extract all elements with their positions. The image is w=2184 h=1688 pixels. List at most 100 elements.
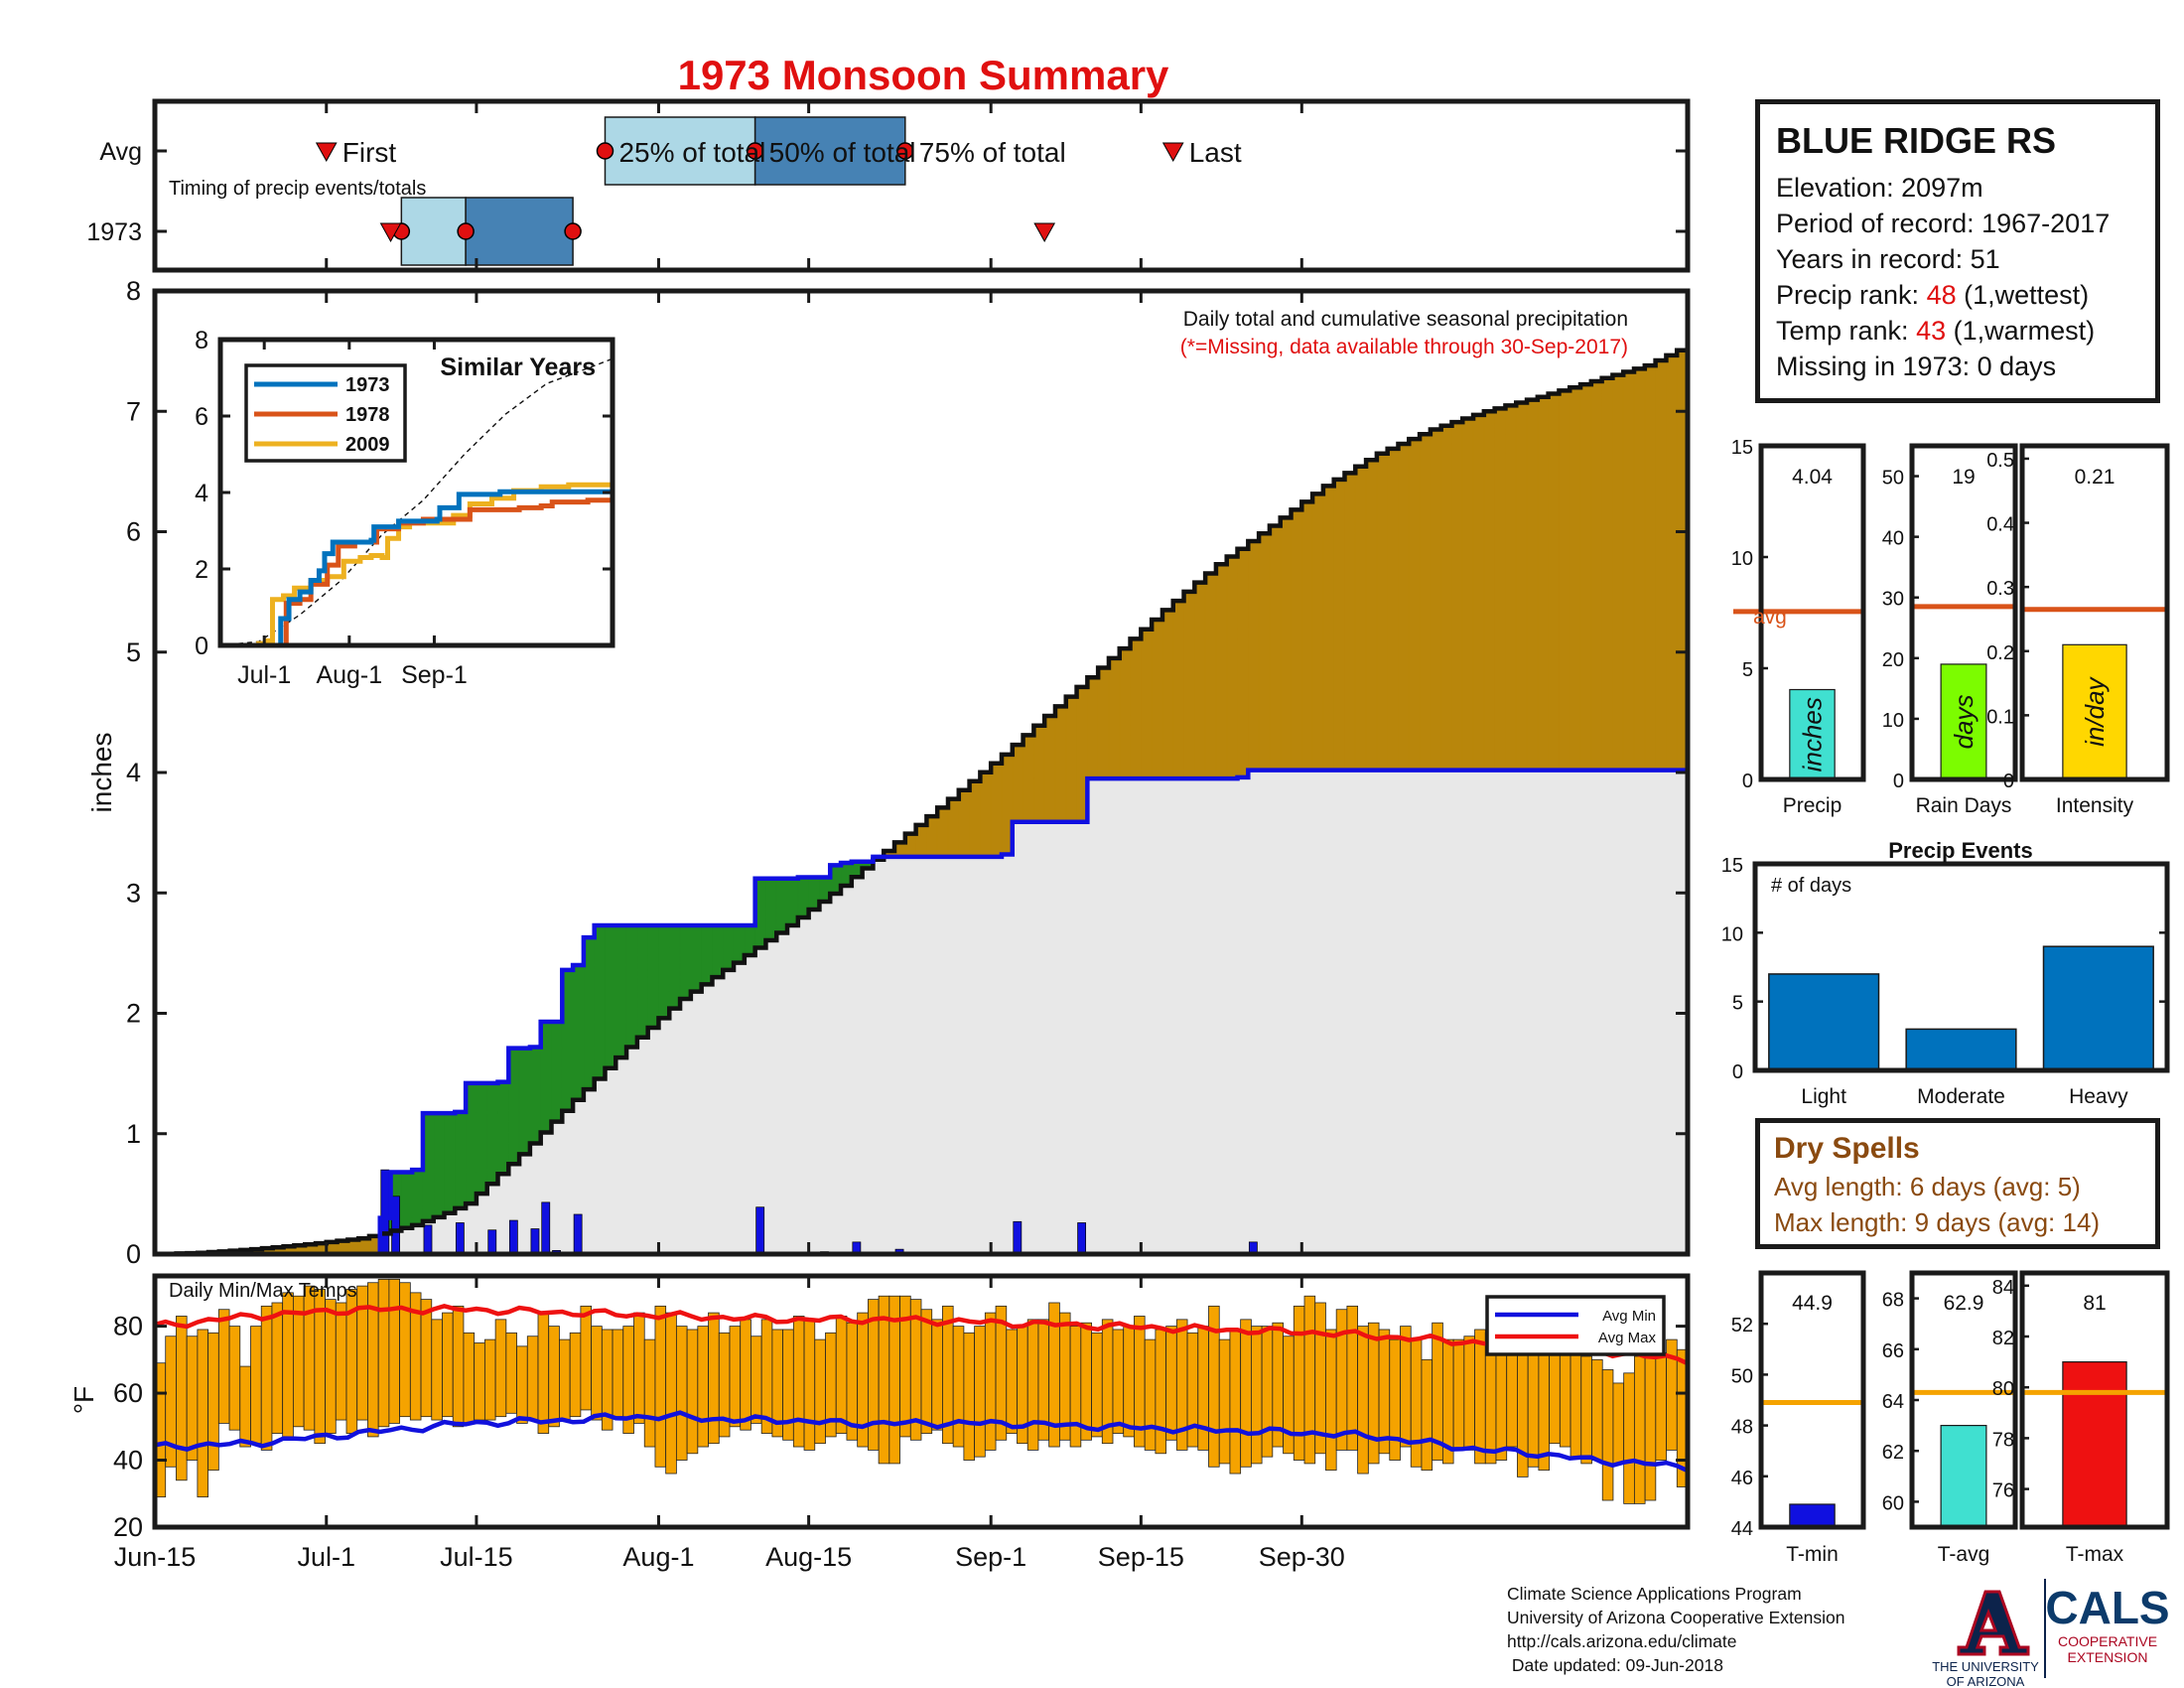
timing-row-label: Avg bbox=[99, 138, 142, 166]
events-title: Precip Events bbox=[1888, 838, 2033, 863]
temp-bar bbox=[271, 1302, 284, 1434]
avg-precip-area bbox=[155, 768, 1688, 1254]
dry-spells-avg: Avg length: 6 days (avg: 5) bbox=[1774, 1172, 2081, 1201]
temp-bar bbox=[1250, 1326, 1263, 1465]
y-tick-label: 8 bbox=[126, 276, 141, 306]
temp-bar bbox=[1378, 1329, 1391, 1455]
events-ylabel: # of days bbox=[1771, 875, 1851, 897]
summary-y-tick-label: 0 bbox=[1893, 771, 1904, 792]
timing-label-first: First bbox=[342, 137, 397, 168]
temp-summary-name: T-min bbox=[1786, 1543, 1839, 1566]
summary-bar-unit: in/day bbox=[2080, 675, 2110, 746]
temp-summary-value: 62.9 bbox=[1944, 1292, 1984, 1315]
temp-bar bbox=[186, 1336, 199, 1461]
temp-bar bbox=[474, 1342, 485, 1421]
daily-precip-bar bbox=[423, 1224, 433, 1255]
temp-bar bbox=[399, 1282, 411, 1418]
avg-min-line bbox=[154, 1410, 1689, 1474]
temp-bar bbox=[526, 1336, 539, 1421]
temp-bar bbox=[494, 1319, 507, 1418]
temp-bar bbox=[217, 1309, 230, 1424]
temp-legend-label: Avg Max bbox=[1598, 1330, 1657, 1346]
timing-triangle bbox=[315, 142, 338, 163]
temp-bar bbox=[1580, 1355, 1592, 1465]
temp-bar bbox=[1303, 1295, 1316, 1465]
y-tick-label: 1 bbox=[126, 1119, 141, 1149]
temp-bar bbox=[335, 1302, 347, 1421]
temp-bar bbox=[963, 1332, 976, 1461]
summary-panel-name: Rain Days bbox=[1916, 794, 2012, 817]
events-y-tick-label: 10 bbox=[1721, 923, 1743, 945]
temp-bar bbox=[1421, 1358, 1433, 1472]
temp-summary-y-tick-label: 46 bbox=[1731, 1468, 1753, 1489]
logo-cals-sub: COOPERATIVE bbox=[2058, 1633, 2157, 1649]
timing-label-75: 75% of total bbox=[919, 137, 1066, 168]
temp-bar bbox=[633, 1312, 645, 1424]
temp-summary-bar bbox=[1940, 1424, 1987, 1528]
inset-legend-label: 2009 bbox=[345, 434, 390, 456]
temp-bar bbox=[643, 1338, 656, 1448]
temp-bar bbox=[931, 1319, 943, 1431]
temp-bar bbox=[548, 1326, 560, 1428]
timing-dot bbox=[896, 142, 914, 160]
temp-bar bbox=[1601, 1369, 1614, 1501]
x-tick-label: Sep-30 bbox=[1259, 1542, 1345, 1572]
temp-bar bbox=[1389, 1338, 1401, 1461]
temp-summary-y-tick-label: 80 bbox=[1992, 1378, 2014, 1400]
temp-bar bbox=[1367, 1322, 1380, 1465]
temp-bar bbox=[1197, 1326, 1209, 1451]
summary-y-tick-label: 0.3 bbox=[1986, 578, 2014, 600]
temp-bar bbox=[1644, 1355, 1657, 1501]
timing-label-25: 25% of total bbox=[618, 137, 765, 168]
events-category-label: Heavy bbox=[2069, 1085, 2128, 1108]
inset-series-2009 bbox=[220, 481, 615, 648]
inset-title: Similar Years bbox=[440, 353, 596, 381]
temp-bar bbox=[1463, 1336, 1475, 1451]
events-y-tick-label: 15 bbox=[1721, 855, 1743, 877]
cals-logo: CALS COOPERATIVE EXTENSION bbox=[2045, 1582, 2169, 1665]
summary-y-tick-label: 50 bbox=[1882, 468, 1904, 490]
daily-precip-bar bbox=[1077, 1222, 1087, 1255]
temp-bar bbox=[1240, 1319, 1252, 1468]
temp-bar bbox=[1091, 1332, 1103, 1438]
temp-summary-frame bbox=[2019, 1270, 2170, 1530]
daily-temps-chart: 20 40 60 80 Daily Min/Max Temps °F Avg Min Avg … bbox=[68, 1273, 1691, 1542]
station-years: Years in record: 51 bbox=[1776, 244, 2000, 274]
temp-bar bbox=[1570, 1352, 1582, 1458]
inset-series-1973 bbox=[220, 489, 615, 648]
temp-bar bbox=[239, 1365, 251, 1448]
inset-x-tick-label: Aug-1 bbox=[316, 661, 382, 689]
temp-bar bbox=[559, 1338, 571, 1421]
temp-bar bbox=[952, 1326, 965, 1448]
summary-bar-unit: days bbox=[1949, 695, 1979, 750]
temp-summary-y-tick-label: 76 bbox=[1992, 1480, 2014, 1502]
temp-bar bbox=[228, 1326, 241, 1431]
y-tick-label: 3 bbox=[126, 878, 141, 908]
temp-bar bbox=[580, 1305, 593, 1411]
temp-bar bbox=[260, 1305, 273, 1451]
temp-bar bbox=[537, 1312, 550, 1434]
temp-bar bbox=[1357, 1326, 1369, 1475]
temp-summary-value: 81 bbox=[2083, 1292, 2106, 1315]
temp-bar bbox=[612, 1329, 624, 1418]
temp-summary-y-tick-label: 66 bbox=[1882, 1340, 1904, 1362]
summary-y-tick-label: 30 bbox=[1882, 589, 1904, 611]
summary-y-tick-label: 10 bbox=[1882, 710, 1904, 732]
footer-line: University of Arizona Cooperative Extens… bbox=[1507, 1608, 1845, 1627]
y-tick-label: 2 bbox=[126, 999, 141, 1029]
temp-bar bbox=[686, 1329, 699, 1455]
timing-box-25-50 bbox=[604, 116, 756, 186]
temp-summary-y-tick-label: 44 bbox=[1731, 1518, 1753, 1540]
timing-row-label: 1973 bbox=[86, 218, 142, 246]
footer-credits: Climate Science Applications Program Uni… bbox=[1507, 1582, 1844, 1677]
temp-bar bbox=[197, 1329, 209, 1498]
temp-bar bbox=[1633, 1355, 1646, 1504]
temp-bar bbox=[452, 1305, 465, 1428]
temp-summary-y-tick-label: 84 bbox=[1992, 1277, 2014, 1299]
temp-bar bbox=[792, 1316, 805, 1448]
temp-bar bbox=[1112, 1329, 1125, 1434]
summary-y-tick-label: 0.5 bbox=[1986, 450, 2014, 472]
logos: THE UNIVERSITY OF ARIZONA CALS COOPERATIV… bbox=[1932, 1579, 2170, 1688]
temp-summary-y-tick-label: 50 bbox=[1731, 1365, 1753, 1387]
